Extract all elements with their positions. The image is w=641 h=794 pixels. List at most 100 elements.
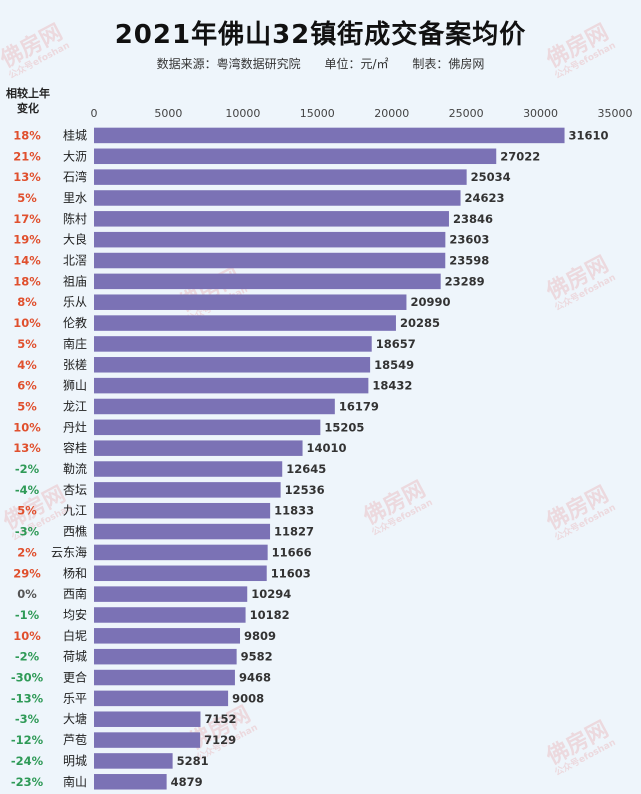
value-label: 9809 [244, 629, 276, 643]
value-label: 11833 [274, 504, 314, 518]
change-label: 19% [13, 233, 41, 247]
bar [94, 669, 235, 686]
category-label: 石湾 [63, 169, 87, 184]
bar [94, 502, 271, 519]
category-label: 祖庙 [63, 273, 87, 288]
value-label: 27022 [500, 149, 540, 163]
bar [94, 211, 449, 227]
category-label: 大良 [63, 232, 87, 247]
x-tick-label: 0 [91, 107, 98, 120]
bar [94, 190, 461, 206]
category-label: 南山 [63, 774, 87, 789]
bar [94, 774, 167, 790]
category-label: 均安 [63, 607, 87, 622]
value-label: 9008 [232, 691, 264, 705]
change-label: 18% [13, 128, 41, 142]
change-label: 5% [17, 191, 37, 205]
change-label: 17% [13, 212, 41, 226]
category-label: 桂城 [63, 127, 87, 142]
bar [94, 544, 268, 561]
value-label: 5281 [177, 754, 209, 768]
change-label: -4% [15, 483, 40, 497]
chart-title: 2021年佛山32镇街成交备案均价 [114, 20, 527, 50]
category-label: 丹灶 [63, 420, 87, 434]
category-label: 芦苞 [63, 733, 87, 747]
value-label: 18432 [372, 379, 412, 393]
value-label: 18657 [376, 337, 416, 351]
change-label: 10% [13, 316, 41, 330]
category-label: 乐从 [63, 295, 87, 309]
category-label: 西南 [63, 586, 87, 601]
change-label: 13% [13, 441, 41, 455]
category-label: 龙江 [63, 399, 87, 413]
bar [94, 273, 441, 290]
x-tick-label: 15000 [300, 107, 335, 120]
value-label: 4879 [171, 775, 203, 789]
change-label: 29% [13, 566, 41, 580]
bar [94, 377, 369, 394]
change-label: 5% [17, 399, 37, 413]
category-label: 杨和 [63, 565, 87, 580]
change-label: 8% [17, 295, 37, 309]
bar [94, 336, 372, 352]
category-label: 白坭 [63, 628, 87, 643]
value-label: 23598 [449, 254, 489, 268]
change-label: 10% [13, 629, 41, 643]
value-label: 23846 [453, 212, 493, 226]
category-label: 西樵 [63, 524, 87, 539]
bar [94, 461, 283, 477]
value-label: 24623 [465, 191, 505, 205]
bar [94, 440, 303, 456]
change-label: -12% [11, 733, 44, 747]
bar [94, 732, 201, 748]
category-label: 伦教 [63, 315, 87, 330]
category-label: 乐平 [63, 691, 87, 705]
value-label: 14010 [307, 441, 347, 455]
change-label: -2% [15, 650, 40, 664]
maker-label: 制表：佛房网 [412, 57, 485, 71]
bar [94, 648, 237, 665]
value-label: 7129 [204, 733, 236, 747]
bar [94, 127, 565, 144]
bar [94, 148, 497, 165]
bar [94, 711, 201, 727]
value-label: 20285 [400, 316, 440, 330]
change-label: 5% [17, 504, 37, 518]
category-label: 陈村 [63, 211, 87, 226]
bar [94, 231, 446, 248]
value-label: 23289 [445, 274, 485, 288]
change-label: 21% [13, 149, 41, 163]
change-label: 2% [17, 545, 37, 559]
value-label: 11603 [271, 566, 311, 580]
value-label: 9468 [239, 671, 271, 685]
unit-label: 单位：元/㎡ [324, 57, 389, 71]
change-label: 0% [17, 587, 37, 601]
value-label: 12645 [286, 462, 326, 476]
value-label: 10182 [250, 608, 290, 622]
change-label: -23% [11, 775, 44, 789]
bar [94, 294, 407, 310]
category-label: 北滘 [63, 254, 87, 268]
x-tick-label: 25000 [449, 107, 484, 120]
change-label: -3% [15, 712, 40, 726]
value-label: 11666 [272, 545, 312, 559]
data-source: 数据来源：粤湾数据研究院 [156, 57, 301, 71]
bar [94, 169, 467, 185]
category-label: 南庄 [63, 336, 87, 351]
bar [94, 523, 271, 540]
category-label: 里水 [63, 191, 87, 205]
category-label: 九江 [63, 504, 87, 518]
value-label: 9582 [241, 650, 273, 664]
category-label: 荷城 [63, 650, 87, 664]
change-label: -3% [15, 525, 40, 539]
change-label: -30% [11, 671, 44, 685]
category-label: 张槎 [63, 357, 87, 372]
bar [94, 419, 321, 436]
bar [94, 357, 371, 373]
value-label: 31610 [569, 128, 609, 142]
change-label: 6% [17, 379, 37, 393]
x-tick-label: 35000 [598, 107, 633, 120]
x-tick-label: 30000 [523, 107, 558, 120]
change-label: 5% [17, 337, 37, 351]
